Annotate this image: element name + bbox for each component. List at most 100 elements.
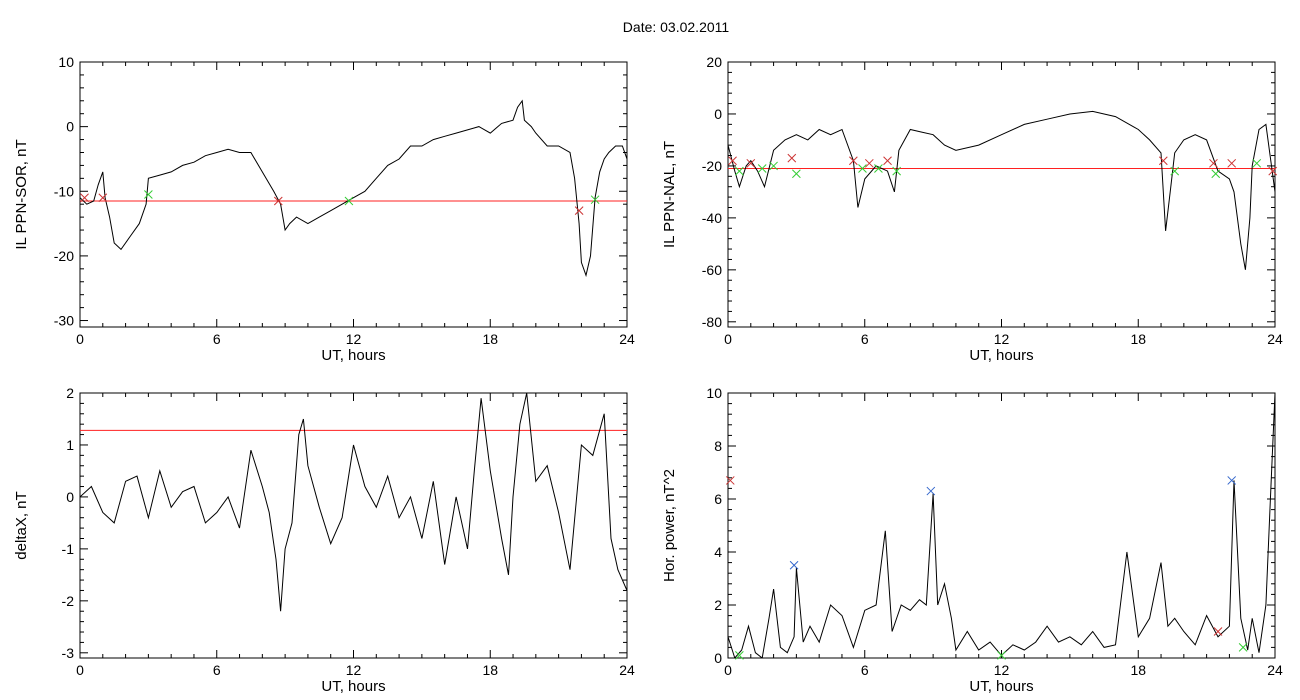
x-tick-label: 6 (861, 331, 869, 347)
y-tick-label: -30 (54, 313, 74, 329)
y-tick-label: -20 (54, 248, 74, 264)
event-marker (858, 164, 867, 173)
event-marker (590, 195, 600, 205)
y-tick-label: -20 (702, 158, 722, 174)
event-marker (144, 190, 153, 199)
plot-frame (727, 392, 1276, 659)
y-axis-label: Hor. power, nT^2 (661, 469, 678, 582)
y-tick-label: 4 (714, 544, 722, 560)
y-tick-label: -3 (62, 645, 75, 661)
event-marker (1158, 156, 1168, 166)
event-marker (1238, 643, 1248, 652)
event-marker (1227, 476, 1237, 485)
event-marker (735, 650, 744, 660)
y-tick-label: -10 (54, 183, 74, 199)
series-line-0 (80, 99, 627, 278)
y-tick-label: 10 (58, 54, 74, 70)
chart-sor: 0 6 12 18 24 -30 -20 -10 0 10 UT, hours IL PPN-SOR,… (13, 54, 635, 364)
x-tick-label: 18 (482, 662, 498, 678)
y-tick-label: 20 (706, 54, 722, 70)
series-line-0 (728, 110, 1275, 270)
y-tick-label: 10 (706, 385, 722, 401)
event-marker (792, 169, 801, 179)
x-tick-label: 24 (1267, 331, 1283, 347)
y-axis-label: IL PPN-SOR, nT (13, 139, 30, 249)
page-title: Date: 03.02.2011 (622, 19, 730, 35)
x-tick-label: 6 (213, 331, 221, 347)
event-marker (725, 476, 735, 485)
x-tick-label: 24 (619, 331, 635, 347)
x-tick-label: 0 (724, 662, 732, 678)
x-tick-label: 12 (994, 662, 1010, 678)
x-tick-label: 0 (76, 331, 84, 347)
plot-frame (79, 392, 628, 659)
x-tick-label: 18 (482, 331, 498, 347)
event-marker (769, 161, 778, 171)
y-tick-label: 2 (714, 597, 722, 613)
x-tick-label: 18 (1130, 662, 1146, 678)
x-tick-label: 24 (1267, 662, 1283, 678)
x-tick-label: 6 (861, 662, 869, 678)
plot-frame (79, 61, 628, 328)
y-tick-label: 0 (714, 650, 722, 666)
y-tick-label: 0 (714, 106, 722, 122)
x-axis-label: UT, hours (321, 347, 385, 364)
chart-nal: 0 6 12 18 24 -80 -60 -40 -20 0 20 UT, hours IL PPN-N… (661, 54, 1283, 364)
event-marker (864, 158, 874, 168)
event-marker (849, 156, 858, 166)
y-tick-label: -40 (702, 210, 722, 226)
x-axis-label: UT, hours (321, 678, 385, 695)
x-tick-label: 0 (76, 662, 84, 678)
x-tick-label: 18 (1130, 331, 1146, 347)
y-tick-label: -1 (62, 541, 75, 557)
event-marker (757, 164, 767, 173)
event-marker (1211, 169, 1221, 179)
event-marker (1209, 158, 1218, 168)
event-marker (789, 560, 799, 570)
event-marker (273, 196, 283, 206)
x-tick-label: 12 (994, 331, 1010, 347)
event-marker (1268, 166, 1278, 176)
plot-frame (727, 61, 1276, 328)
series-line-0 (728, 393, 1275, 658)
y-tick-label: 0 (66, 489, 74, 505)
series-line-0 (80, 393, 627, 612)
y-tick-label: 2 (66, 385, 74, 401)
y-axis-label: deltaX, nT (13, 491, 30, 559)
x-tick-label: 0 (724, 331, 732, 347)
y-tick-label: -60 (702, 262, 722, 278)
event-marker (574, 206, 584, 216)
event-marker (787, 153, 797, 163)
y-tick-label: 1 (66, 437, 74, 453)
event-marker (735, 166, 744, 176)
y-tick-label: -2 (62, 593, 75, 609)
x-axis-label: UT, hours (969, 678, 1033, 695)
event-marker (892, 166, 902, 176)
event-marker (997, 650, 1006, 660)
event-marker (98, 193, 108, 203)
y-tick-label: -80 (702, 314, 722, 330)
event-marker (1227, 158, 1237, 168)
y-tick-label: 0 (66, 119, 74, 135)
x-tick-label: 12 (346, 662, 362, 678)
event-marker (874, 164, 883, 173)
event-marker (1213, 627, 1223, 636)
x-axis-label: UT, hours (969, 347, 1033, 364)
x-tick-label: 24 (619, 662, 635, 678)
y-tick-label: 6 (714, 491, 722, 507)
event-marker (1252, 158, 1262, 168)
event-marker (728, 156, 737, 166)
event-marker (926, 486, 936, 496)
event-marker (1170, 166, 1180, 176)
event-marker (746, 158, 756, 168)
x-tick-label: 12 (346, 331, 362, 347)
y-tick-label: 8 (714, 438, 722, 454)
y-axis-label: IL PPN-NAL, nT (661, 141, 678, 248)
x-tick-label: 6 (213, 662, 221, 678)
event-marker (883, 156, 892, 166)
event-marker (344, 196, 354, 206)
event-marker (80, 193, 89, 203)
